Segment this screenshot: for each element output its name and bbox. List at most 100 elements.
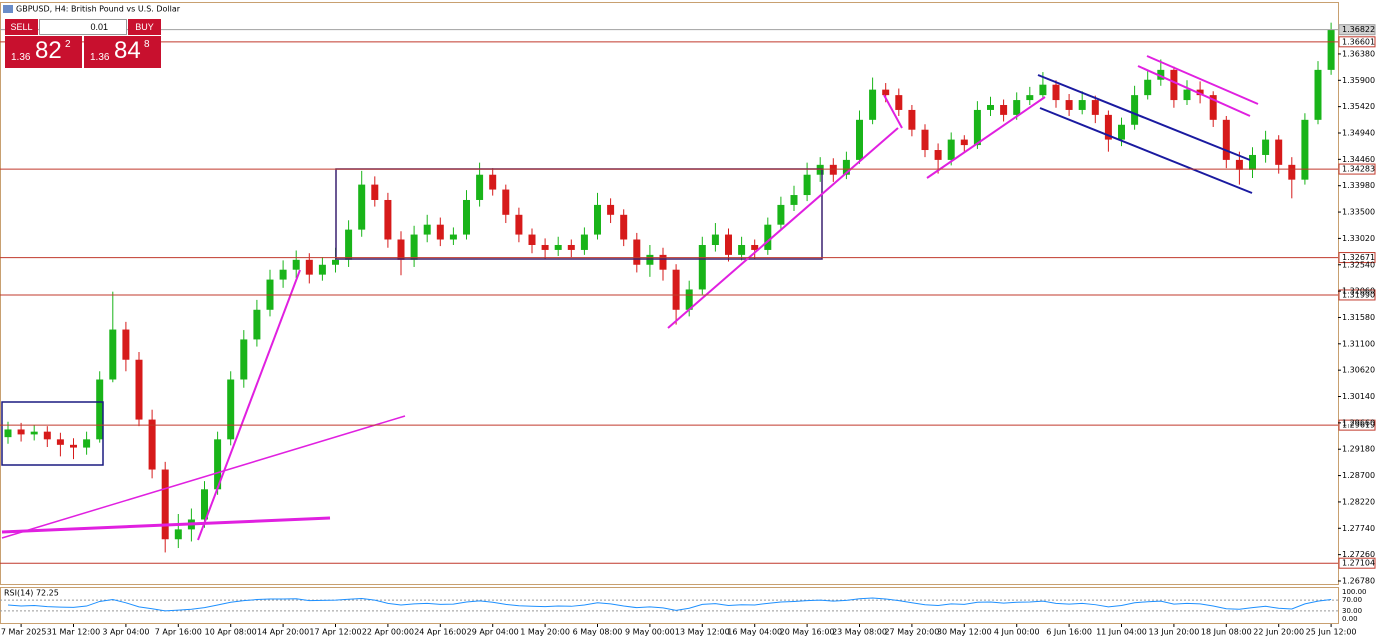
candle-body xyxy=(1118,124,1125,140)
candle-body xyxy=(96,379,104,440)
buy-button[interactable]: BUY xyxy=(128,19,161,35)
candle-body xyxy=(201,489,208,520)
sell-button[interactable]: SELL xyxy=(5,19,38,35)
rsi-tick-label: 70.00 xyxy=(1342,596,1362,604)
candle-body xyxy=(43,431,51,440)
x-tick-label: 27 Mar 2025 xyxy=(0,628,46,637)
candle-body xyxy=(214,439,222,490)
candle-body xyxy=(1209,95,1217,120)
level-label: 1.34283 xyxy=(1342,165,1375,174)
candle-body xyxy=(1013,100,1021,115)
x-tick-label: 25 Jun 12:00 xyxy=(1306,628,1357,637)
candle-body xyxy=(371,184,379,200)
candle-body xyxy=(1052,84,1060,101)
rsi-tick-label: 30.00 xyxy=(1342,607,1362,615)
y-tick-label: 1.27260 xyxy=(1342,550,1375,559)
candle-body xyxy=(279,269,287,280)
candle-body xyxy=(725,234,732,255)
bid-price[interactable]: 1.36 82 2 xyxy=(5,36,82,68)
y-tick-label: 1.30620 xyxy=(1342,366,1375,375)
x-tick-label: 22 Apr 00:00 xyxy=(362,628,414,637)
candle-body xyxy=(410,234,418,260)
trendline xyxy=(883,94,903,129)
candle-body xyxy=(1026,95,1034,101)
candle-body xyxy=(803,174,811,196)
candle-body xyxy=(856,119,863,160)
candle-body xyxy=(1078,100,1086,110)
candle-body xyxy=(1065,100,1073,110)
level-label: 1.31990 xyxy=(1342,290,1375,299)
candle-body xyxy=(1314,69,1322,120)
candle-body xyxy=(659,254,667,270)
x-tick-label: 7 Apr 16:00 xyxy=(155,628,202,637)
level-box xyxy=(1338,24,1376,36)
candle-body xyxy=(476,174,484,200)
x-tick-label: 27 May 20:00 xyxy=(884,628,939,637)
candle-body xyxy=(960,139,968,146)
candle-body xyxy=(1275,139,1283,165)
candle-body xyxy=(1235,159,1243,170)
candle-body xyxy=(607,204,615,215)
candle-body xyxy=(580,234,588,250)
candle-body xyxy=(908,109,916,130)
lot-input[interactable]: 0.01 xyxy=(39,19,127,35)
y-tick-label: 1.36380 xyxy=(1342,49,1375,58)
candle-body xyxy=(397,239,405,260)
level-box xyxy=(1338,252,1376,264)
candle-body xyxy=(1091,100,1099,115)
x-tick-label: 18 Jun 08:00 xyxy=(1201,628,1252,637)
bid-pips: 82 xyxy=(35,37,62,64)
ask-price[interactable]: 1.36 84 8 xyxy=(84,36,161,68)
candle-body xyxy=(83,439,91,448)
candle-body xyxy=(672,269,680,310)
candle-body xyxy=(4,429,12,438)
level-label: 1.32671 xyxy=(1342,253,1375,262)
level-box xyxy=(1338,36,1376,48)
trendline xyxy=(197,269,301,541)
candle-body xyxy=(947,139,955,160)
candle-body xyxy=(227,379,235,440)
candle-body xyxy=(1000,105,1008,115)
candle-body xyxy=(1039,84,1047,96)
x-tick-label: 29 Apr 04:00 xyxy=(467,628,519,637)
candle-body xyxy=(711,234,719,245)
rsi-frame xyxy=(0,587,1339,624)
y-tick-label: 1.35420 xyxy=(1342,102,1375,111)
candle-body xyxy=(567,244,575,250)
y-tick-label: 1.27740 xyxy=(1342,524,1375,533)
y-tick-label: 1.31100 xyxy=(1342,339,1375,348)
candle-body xyxy=(646,254,654,265)
y-tick-label: 1.26780 xyxy=(1342,576,1375,585)
candle-body xyxy=(829,164,837,175)
x-tick-label: 1 May 20:00 xyxy=(520,628,570,637)
candle-body xyxy=(1288,164,1296,180)
level-label: 1.29619 xyxy=(1342,421,1375,430)
candle-body xyxy=(332,259,339,265)
candle-body xyxy=(1327,29,1335,70)
candle-body xyxy=(934,150,942,160)
y-tick-label: 1.29660 xyxy=(1342,418,1375,427)
candle-body xyxy=(738,244,746,255)
candle-body xyxy=(1249,154,1256,170)
candle-body xyxy=(541,244,549,250)
x-tick-label: 20 May 16:00 xyxy=(780,628,835,637)
y-tick-label: 1.29180 xyxy=(1342,445,1375,454)
candle-body xyxy=(240,339,248,380)
ask-pips: 84 xyxy=(114,37,141,64)
candle-body xyxy=(30,431,38,435)
title-icon xyxy=(3,5,13,13)
x-tick-label: 9 May 00:00 xyxy=(625,628,675,637)
candle-body xyxy=(1131,95,1139,125)
x-tick-label: 31 Mar 12:00 xyxy=(47,628,100,637)
y-tick-label: 1.33500 xyxy=(1342,208,1375,217)
y-tick-label: 1.31580 xyxy=(1342,313,1375,322)
level-box xyxy=(1338,163,1376,175)
x-tick-label: 24 Apr 16:00 xyxy=(414,628,466,637)
candle-body xyxy=(554,244,562,250)
candle-body xyxy=(449,234,457,240)
candle-body xyxy=(921,129,929,151)
candle-body xyxy=(1262,139,1270,155)
y-tick-label: 1.33020 xyxy=(1342,234,1375,243)
candle-body xyxy=(594,204,601,235)
